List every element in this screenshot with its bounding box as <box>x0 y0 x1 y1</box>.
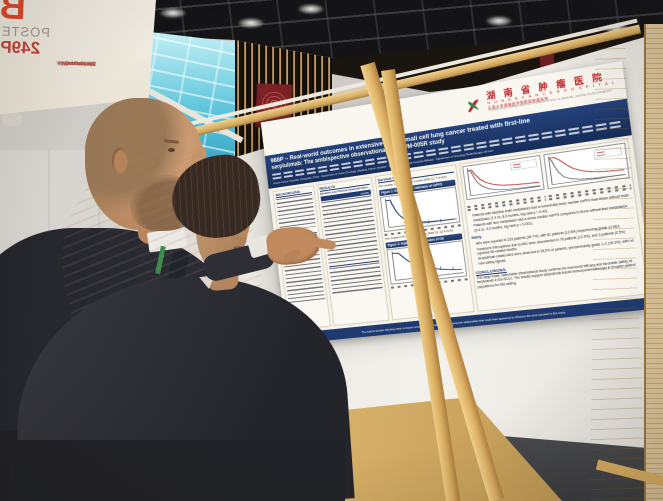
scientific-poster: 湖 南 省 肿 瘤 医 院 H U N A N C A N C E R H O … <box>260 61 656 345</box>
column-subgroups-conclusions: Patients with baseline brain metastases … <box>458 138 649 312</box>
km-subgroup-brain-chart <box>462 154 545 200</box>
ceiling-light <box>298 4 324 14</box>
hospital-ribbon-logo-icon <box>466 99 481 113</box>
background-text-placeholder <box>276 193 316 231</box>
table-rows-placeholder <box>329 262 383 296</box>
poster-body: BACKGROUND METHODS RESULTS Baseline and … <box>268 134 654 334</box>
man-eye <box>168 148 175 152</box>
table-rows-placeholder <box>321 195 379 266</box>
subgroup-chart-brain <box>462 154 547 213</box>
sign-board-number: 249P <box>0 37 41 58</box>
woman-blazer-lower <box>10 440 345 501</box>
ceiling-light <box>486 16 512 26</box>
right-plywood-edge <box>644 24 663 501</box>
poster-header: 湖 南 省 肿 瘤 医 院 H U N A N C A N C E R H O … <box>260 61 627 157</box>
spotlight-fixture <box>2 112 22 126</box>
subgroup-charts-row <box>462 142 632 213</box>
ceiling-light <box>238 18 264 28</box>
man-ear <box>112 148 128 174</box>
ceiling-light <box>160 8 186 18</box>
